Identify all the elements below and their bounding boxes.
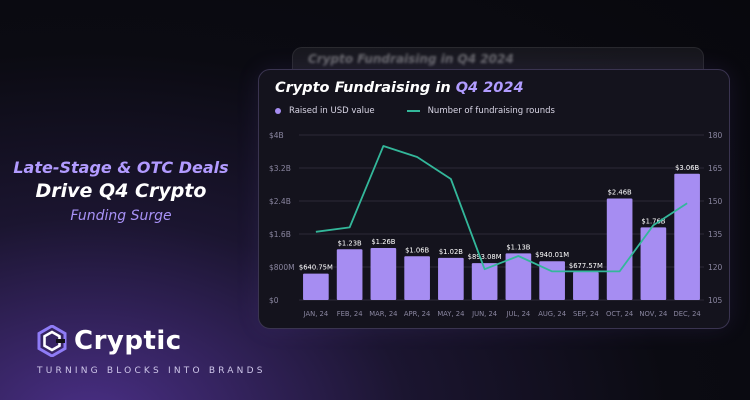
bar-data-label: $640.75M [299,264,333,272]
bar-data-label: $2.46B [608,189,632,197]
bar [438,257,464,300]
chart-legend: Raised in USD value Number of fundraisin… [275,106,555,116]
y-right-tick-label: 165 [708,164,723,173]
bar [471,263,498,300]
y-right-tick-label: 150 [708,197,723,206]
bar-data-label: $1.76B [641,217,665,225]
y-right-tick-label: 120 [708,263,723,272]
bar-data-label: $1.13B [506,243,530,251]
x-tick-label: JUN, 24 [471,310,497,318]
x-tick-label: FEB, 24 [337,310,363,318]
legend-line-swatch [406,110,420,112]
headline-line-1: Late-Stage & OTC Deals [13,158,229,177]
bar [505,253,532,300]
legend-bar-label: Raised in USD value [289,106,375,116]
cryptic-logo-icon [37,325,67,357]
bar [640,227,667,300]
x-tick-label: MAY, 24 [437,310,464,318]
x-tick-label: OCT, 24 [606,310,633,318]
bar [606,198,633,300]
rounds-series-line [315,145,688,273]
y-left-tick-label: $800M [269,263,295,272]
chart-title-main: Crypto Fundraising in [275,80,456,96]
bar [303,273,329,300]
combo-chart: $0 $800M $1.6B $2.4B $3.2B $4B 105 120 135 150 165… [269,131,723,318]
bar-data-label: $1.02B [439,248,463,256]
x-tick-label: DEC, 24 [674,310,701,318]
bar [674,173,700,300]
x-tick-label: SEP, 24 [573,310,599,318]
chart-title-highlight: Q4 2024 [455,80,524,96]
bar-data-label: $3.06B [675,164,699,172]
chart-card: Crypto Fundraising in Q4 2024 Raised in … [258,69,730,329]
bar [404,256,430,300]
y-left-tick-label: $2.4B [269,197,291,206]
x-tick-label: MAR, 24 [369,310,397,318]
background-card-title: Crypto Fundraising in Q4 2024 [308,52,514,66]
y-right-tick-label: 135 [708,230,723,239]
y-right-tick-label: 105 [708,296,723,305]
x-tick-label: AUG, 24 [538,310,566,318]
legend-bar-swatch [275,108,281,114]
bar [336,249,363,300]
bar-data-label: $677.57M [569,262,603,270]
bar [573,272,599,300]
bar-data-label: $1.26B [371,238,395,246]
brand-tagline: TURNING BLOCKS INTO BRANDS [37,366,266,376]
headline-line-2: Drive Q4 Crypto [35,180,207,202]
bar-data-label: $1.06B [405,246,429,254]
x-tick-label: JUL, 24 [506,310,531,318]
y-left-tick-label: $4B [269,131,284,140]
y-left-tick-label: $3.2B [269,164,291,173]
y-left-tick-label: $0 [269,296,279,305]
headline-line-3: Funding Surge [70,208,172,224]
bar-data-label: $1.23B [338,239,362,247]
brand-name: Cryptic [74,326,182,356]
bar [370,248,397,300]
y-left-tick-label: $1.6B [269,230,291,239]
x-tick-label: NOV, 24 [639,310,667,318]
chart-title: Crypto Fundraising in Q4 2024 [275,80,524,96]
bar-data-label: $893.08M [468,253,502,261]
legend-line-label: Number of fundraising rounds [427,106,555,116]
x-tick-label: APR, 24 [404,310,430,318]
x-tick-label: JAN, 24 [303,310,329,318]
bar-data-label: $940.01M [535,251,569,259]
y-right-tick-label: 180 [708,131,723,140]
